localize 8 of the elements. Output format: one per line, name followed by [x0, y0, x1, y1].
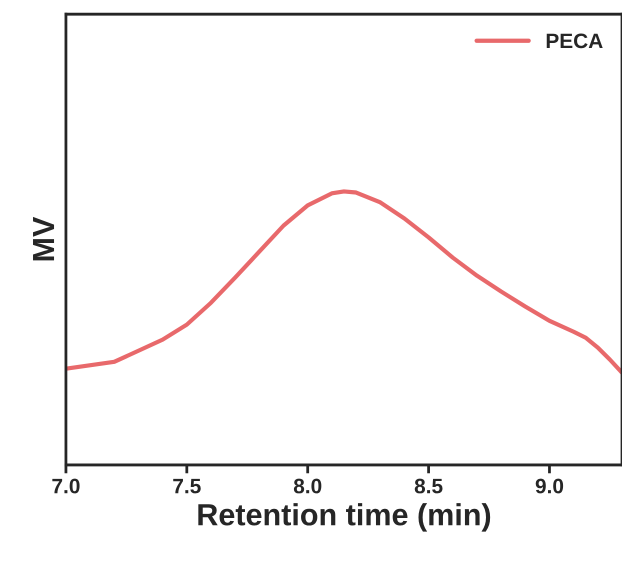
x-tick-label: 7.5 — [173, 478, 201, 494]
x-tick-label: 8.5 — [414, 478, 442, 494]
y-axis-title: MV — [33, 216, 54, 260]
x-tick-label: 9.0 — [536, 478, 564, 494]
x-axis-title: Retention time (min) — [198, 503, 490, 532]
legend-label: PECA — [546, 33, 603, 48]
x-tick-label: 8.0 — [294, 478, 322, 494]
x-tick-label: 7.0 — [52, 478, 80, 494]
